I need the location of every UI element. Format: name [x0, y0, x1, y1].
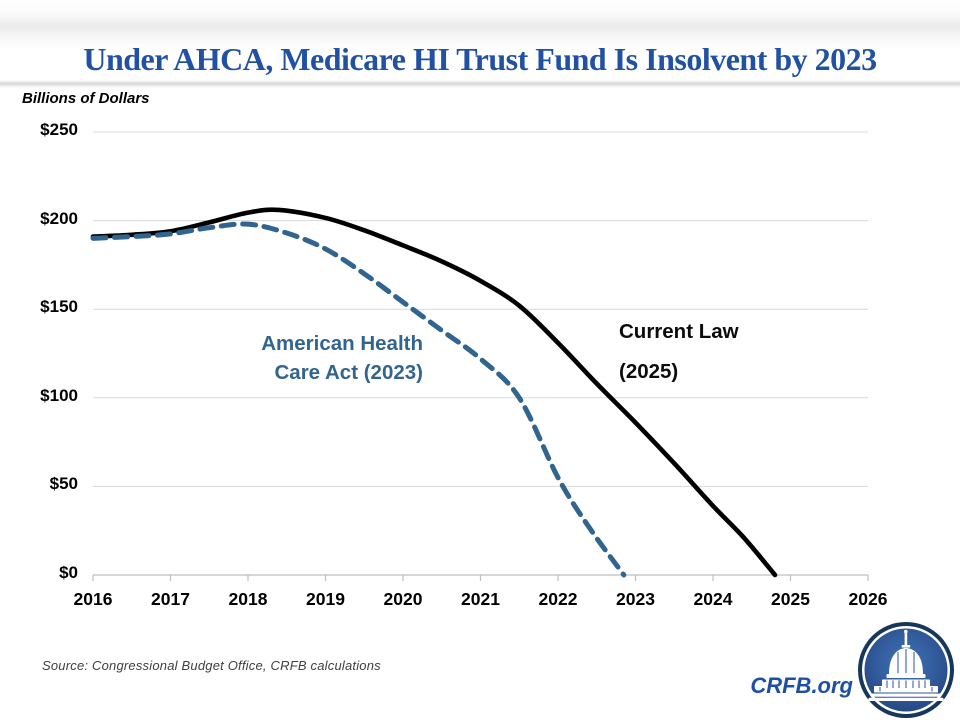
ahca-series-label-line1: American Health [261, 332, 423, 355]
x-tick-label: 2021 [461, 589, 500, 609]
series-ahca [90, 221, 627, 578]
x-tick-label: 2026 [848, 589, 888, 609]
source-note: Source: Congressional Budget Office, CRF… [42, 658, 381, 673]
current-law-series-label-line1: Current Law [619, 320, 739, 343]
x-tick-label: 2025 [771, 589, 810, 609]
crfb-brand-link[interactable]: CRFB.org [750, 673, 853, 698]
ahca-series-label: American Health Care Act (2023) [163, 329, 423, 387]
y-tick-label: $100 [40, 385, 78, 405]
y-tick-label: $0 [59, 563, 78, 582]
y-tick-label: $150 [40, 297, 78, 317]
y-tick-label: $50 [49, 474, 78, 494]
x-tick-label: 2024 [693, 589, 733, 609]
x-tick-label: 2016 [73, 589, 113, 609]
y-tick-label: $250 [40, 120, 78, 139]
series-current-law [90, 207, 778, 578]
crfb-capitol-logo [858, 622, 954, 718]
current-law-series-label: Current Law (2025) [619, 312, 839, 392]
current-law-series-label-line2: (2025) [619, 360, 679, 383]
y-axis-units-label: Billions of Dollars [22, 90, 150, 107]
x-tick-label: 2018 [228, 589, 268, 609]
chart-title: Under AHCA, Medicare HI Trust Fund Is In… [83, 41, 877, 77]
capitol-column-lines [879, 649, 933, 692]
header-band: Under AHCA, Medicare HI Trust Fund Is In… [0, 0, 960, 88]
x-tick-label: 2023 [616, 589, 655, 609]
x-tick-label: 2019 [306, 589, 345, 609]
x-tick-label: 2017 [151, 589, 190, 609]
x-tick-label: 2022 [538, 589, 578, 609]
ahca-series-label-line2: Care Act (2023) [274, 361, 423, 384]
y-tick-label: $200 [40, 208, 78, 228]
x-tick-label: 2020 [383, 589, 423, 609]
